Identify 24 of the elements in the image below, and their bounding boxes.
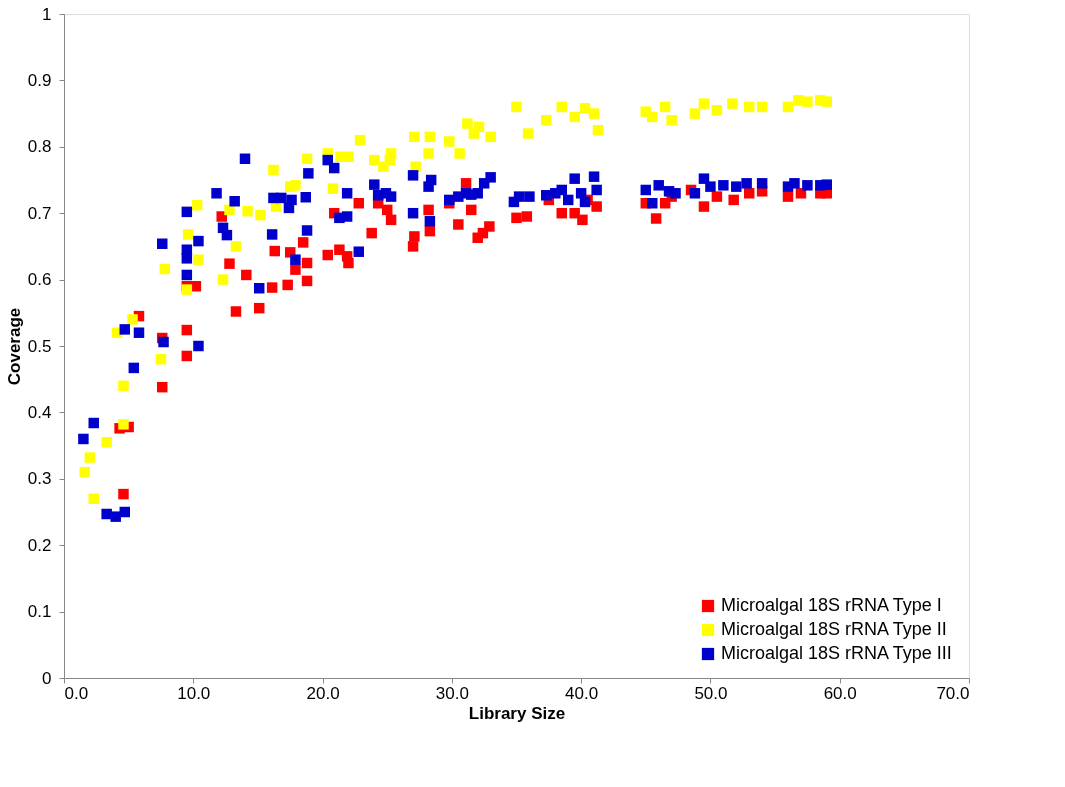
y-tick-label: 0.2 [27,535,52,555]
y-tick-label: 0 [42,668,52,688]
x-tick-label: 40.0 [565,683,599,703]
y-tick-label: 1 [42,4,52,24]
y-tick-label: 0.1 [27,602,52,622]
x-tick-label: 60.0 [823,683,857,703]
y-tick-label: 0.7 [27,203,52,223]
y-tick-label: 0.8 [27,137,52,157]
y-tick-label: 0.5 [27,336,52,356]
y-tick-label: 0.3 [27,469,52,489]
legend-label: Microalgal 18S rRNA Type III [721,643,952,663]
x-tick-label: 20.0 [306,683,340,703]
x-tick-label: 30.0 [435,683,469,703]
y-tick-label: 0.6 [27,270,52,290]
legend-label: Microalgal 18S rRNA Type I [721,595,942,615]
x-tick-label: 50.0 [694,683,728,703]
y-tick-label: 0.4 [27,402,52,422]
x-tick-label: 10.0 [177,683,211,703]
x-tick-label: 70.0 [936,683,970,703]
y-tick-label: 0.9 [27,70,52,90]
legend-label: Microalgal 18S rRNA Type II [721,619,947,639]
y-axis-title: Coverage [4,307,24,386]
x-axis-title: Library Size [468,703,566,723]
x-tick-label: 0.0 [64,683,89,703]
